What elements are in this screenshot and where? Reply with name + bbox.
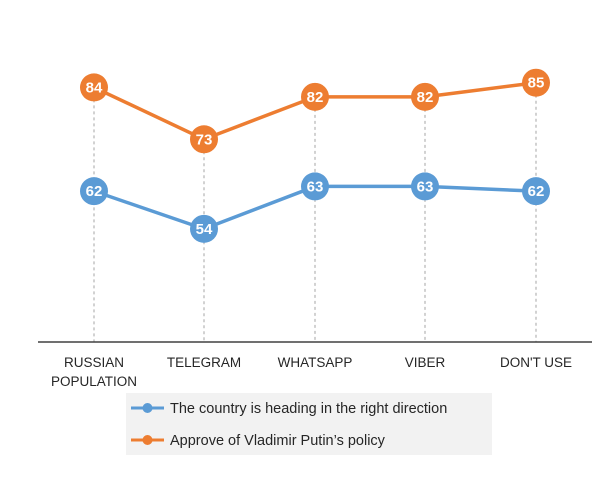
point-putin-approval-telegram xyxy=(190,125,218,154)
point-right-direction-whatsapp xyxy=(301,172,329,201)
data-label-putin-approval-russian-population: 84 xyxy=(86,79,103,96)
data-label-right-direction-don-t-use: 62 xyxy=(528,183,545,200)
legend-marker-putin-approval xyxy=(142,435,153,445)
data-label-right-direction-telegram: 54 xyxy=(196,221,213,238)
series-right-direction: 62 54 63 63 62 xyxy=(80,172,550,243)
data-label-right-direction-viber: 63 xyxy=(417,178,434,195)
point-putin-approval-russian-population xyxy=(80,73,108,102)
series-layer: 62 54 63 63 62 84 73 82 82 85 xyxy=(80,68,550,243)
point-right-direction-don-t-use xyxy=(522,177,550,206)
tick-label-whatsapp: WHATSAPP xyxy=(278,355,353,370)
point-putin-approval-viber xyxy=(411,82,439,111)
data-label-putin-approval-whatsapp: 82 xyxy=(307,89,324,106)
tick-label-russian-population-line1: RUSSIAN xyxy=(64,355,124,370)
tick-label-don-t-use: DON'T USE xyxy=(500,355,572,370)
legend-label-putin-approval: Approve of Vladimir Putin’s policy xyxy=(170,433,386,449)
tick-label-viber: VIBER xyxy=(405,355,446,370)
series-putin-approval: 84 73 82 82 85 xyxy=(80,68,550,154)
point-right-direction-telegram xyxy=(190,214,218,243)
point-right-direction-viber xyxy=(411,172,439,201)
legend: The country is heading in the right dire… xyxy=(126,393,492,455)
legend-background xyxy=(126,393,492,455)
legend-item-putin-approval: Approve of Vladimir Putin’s policy xyxy=(131,433,386,449)
point-right-direction-russian-population xyxy=(80,177,108,206)
data-label-putin-approval-viber: 82 xyxy=(417,89,434,106)
legend-item-right-direction: The country is heading in the right dire… xyxy=(131,401,447,417)
category-labels: RUSSIAN POPULATION TELEGRAM WHATSAPP VIBER DO… xyxy=(51,355,572,389)
data-label-right-direction-whatsapp: 63 xyxy=(307,178,324,195)
point-putin-approval-don-t-use xyxy=(522,68,550,97)
tick-label-telegram: TELEGRAM xyxy=(167,355,241,370)
legend-label-right-direction: The country is heading in the right dire… xyxy=(170,401,447,417)
tick-label-russian-population-line2: POPULATION xyxy=(51,374,137,389)
data-label-putin-approval-telegram: 73 xyxy=(196,131,213,148)
point-putin-approval-whatsapp xyxy=(301,82,329,111)
legend-marker-right-direction xyxy=(142,403,153,413)
data-label-right-direction-russian-population: 62 xyxy=(86,183,103,200)
data-label-putin-approval-don-t-use: 85 xyxy=(528,75,545,92)
drop-lines xyxy=(93,82,537,342)
